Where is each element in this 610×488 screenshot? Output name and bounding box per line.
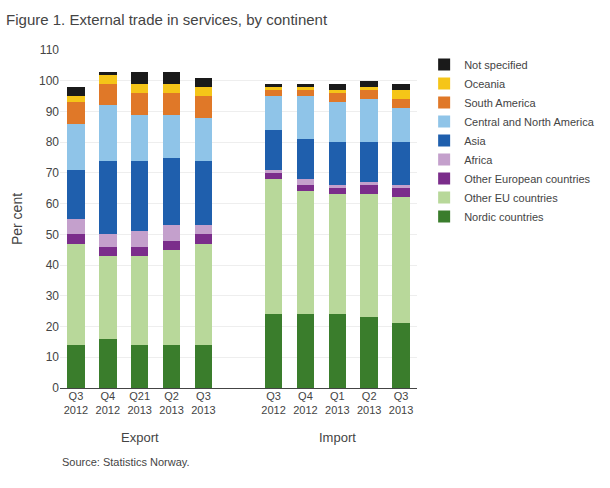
svg-text:Q212013: Q212013 (127, 390, 151, 416)
svg-text:100: 100 (39, 74, 59, 88)
svg-text:80: 80 (46, 135, 60, 149)
svg-text:South America: South America (464, 97, 536, 109)
svg-text:Africa: Africa (464, 154, 493, 166)
svg-text:90: 90 (46, 105, 60, 119)
svg-text:Q32013: Q32013 (389, 390, 413, 416)
svg-text:50: 50 (46, 228, 60, 242)
svg-text:Q32012: Q32012 (64, 390, 88, 416)
svg-text:Q42012: Q42012 (96, 390, 120, 416)
svg-text:Import: Import (319, 430, 356, 445)
svg-text:Q22013: Q22013 (159, 390, 183, 416)
svg-text:70: 70 (46, 166, 60, 180)
svg-text:Q42012: Q42012 (293, 390, 317, 416)
svg-text:Nordic countries: Nordic countries (464, 211, 544, 223)
svg-text:60: 60 (46, 197, 60, 211)
svg-text:Per cent: Per cent (9, 193, 25, 245)
svg-text:110: 110 (40, 43, 59, 57)
svg-text:Other European countries: Other European countries (464, 173, 590, 185)
svg-text:Q12013: Q12013 (325, 390, 349, 416)
svg-text:20: 20 (46, 320, 60, 334)
svg-text:10: 10 (46, 350, 60, 364)
svg-text:Export: Export (121, 430, 159, 445)
svg-text:Source: Statistics Norway.: Source: Statistics Norway. (62, 456, 190, 468)
svg-text:Q32013: Q32013 (191, 390, 215, 416)
svg-text:Central and North America: Central and North America (464, 116, 594, 128)
svg-text:40: 40 (46, 258, 60, 272)
svg-text:Asia: Asia (464, 135, 486, 147)
svg-text:0: 0 (52, 381, 59, 395)
svg-text:Figure 1. External trade in se: Figure 1. External trade in services, by… (6, 11, 328, 28)
svg-text:30: 30 (46, 289, 60, 303)
svg-text:Other EU countries: Other EU countries (464, 192, 558, 204)
svg-text:Q32012: Q32012 (261, 390, 285, 416)
svg-text:Not specified: Not specified (464, 59, 528, 71)
svg-text:Oceania: Oceania (464, 78, 506, 90)
svg-text:Q22013: Q22013 (357, 390, 381, 416)
